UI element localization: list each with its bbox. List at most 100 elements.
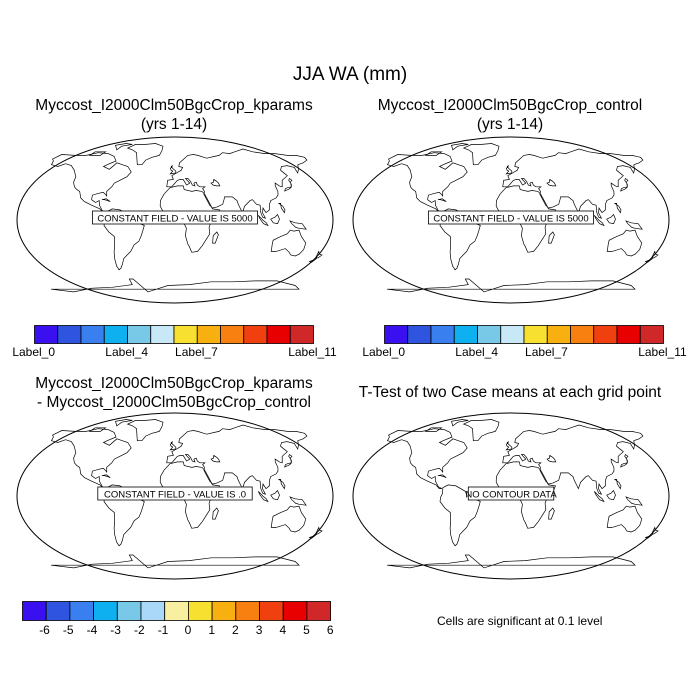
coastline xyxy=(289,220,307,230)
coastline xyxy=(386,152,468,213)
world-map: CONSTANT FIELD - VALUE IS .0 xyxy=(16,412,334,580)
panel-title-bottom-left: Myccost_I2000Clm50BgcCrop_kparams - Mycc… xyxy=(14,374,334,412)
panel-title-line2: (yrs 1-14) xyxy=(476,116,544,133)
coastline xyxy=(257,215,269,227)
colorbar-swatch xyxy=(259,601,284,621)
colorbar-label: -3 xyxy=(110,623,121,637)
coastline xyxy=(437,474,447,478)
panel-title-bottom-right: T-Test of two Case means at each grid po… xyxy=(350,383,670,402)
coastline xyxy=(593,215,605,227)
colorbar-swatch xyxy=(384,325,409,344)
coastline xyxy=(115,419,133,427)
colorbar-swatch xyxy=(500,325,525,344)
coastline xyxy=(166,148,308,219)
colorbar-swatch xyxy=(266,325,291,344)
coastline xyxy=(277,203,286,214)
colorbar-label: 3 xyxy=(255,623,263,637)
colorbar-label: -1 xyxy=(157,623,169,637)
colorbar-swatch xyxy=(220,325,245,344)
coastline xyxy=(257,491,269,503)
coastline xyxy=(424,427,443,432)
message-text: CONSTANT FIELD - VALUE IS 5000 xyxy=(97,214,252,225)
coastline xyxy=(386,428,468,489)
colorbar-label: 1 xyxy=(208,623,216,637)
coastline xyxy=(505,165,513,175)
colorbar-label: Label_4 xyxy=(105,345,149,359)
coastline xyxy=(546,454,557,463)
map-border xyxy=(352,136,670,304)
coastline xyxy=(270,505,307,533)
coastline xyxy=(270,489,280,501)
coastline xyxy=(169,441,177,451)
page-title: JJA WA (mm) xyxy=(292,64,408,85)
colorbar-swatch xyxy=(235,601,260,621)
coastline xyxy=(115,143,133,151)
colorbar-swatch xyxy=(211,601,237,621)
panel-title-line2: - Myccost_I2000Clm50BgcCrop_control xyxy=(37,394,311,411)
coastline xyxy=(437,198,447,202)
colorbar-swatch xyxy=(103,325,128,344)
colorbar-swatch xyxy=(140,601,166,621)
colorbar-swatch xyxy=(570,325,595,344)
map-border xyxy=(16,412,334,580)
coastline xyxy=(50,554,300,569)
colorbar-label: Label_7 xyxy=(175,345,218,359)
colorbar-label: 5 xyxy=(303,623,310,637)
coastline xyxy=(606,489,616,501)
colorbar-label: 2 xyxy=(232,623,239,637)
map-top-right: CONSTANT FIELD - VALUE IS 5000 xyxy=(350,134,672,311)
coastline xyxy=(548,231,555,244)
coastline xyxy=(166,424,308,495)
colorbar-label: -2 xyxy=(134,623,145,637)
coastline xyxy=(593,491,605,503)
colorbar-swatch xyxy=(593,325,618,344)
message-box xyxy=(97,486,253,501)
colorbar-label: -6 xyxy=(39,623,50,637)
coastline xyxy=(270,213,280,225)
colorbar-swatch xyxy=(546,325,571,344)
colorbar-label: 4 xyxy=(279,623,287,637)
coastline xyxy=(502,424,644,495)
coastline xyxy=(451,419,469,427)
coastline xyxy=(212,231,219,244)
colorbar-label: -4 xyxy=(86,623,98,637)
colorbar-boxes xyxy=(34,325,314,344)
coastline xyxy=(620,453,629,468)
map-border xyxy=(352,412,670,580)
panel-title-line1: Myccost_I2000Clm50BgcCrop_kparams xyxy=(35,375,313,392)
colorbar-boxes xyxy=(22,601,331,621)
colorbar-top-left: Label_0 Label_4 Label_7 Label_11 xyxy=(12,325,337,363)
coastline xyxy=(548,507,555,520)
coastline xyxy=(88,151,107,156)
message-box xyxy=(467,486,555,501)
colorbar-swatch xyxy=(45,601,71,621)
coastline xyxy=(210,454,221,463)
colorbar-swatch xyxy=(639,325,664,344)
coastline xyxy=(50,152,132,213)
coastline xyxy=(50,278,300,293)
coastline xyxy=(606,505,643,533)
panel-title-line1: Myccost_I2000Clm50BgcCrop_control xyxy=(377,97,643,114)
coastline xyxy=(386,278,636,293)
coastline xyxy=(505,441,513,451)
coastline xyxy=(451,143,469,151)
colorbar-swatch xyxy=(407,325,432,344)
panel-title-line1: T-Test of two Case means at each grid po… xyxy=(358,384,662,401)
colorbar-swatch xyxy=(289,325,314,344)
coastline xyxy=(270,229,307,257)
colorbar-swatch xyxy=(453,325,478,344)
coastline xyxy=(625,496,643,506)
colorbar-label: 6 xyxy=(326,623,334,637)
colorbar-swatch xyxy=(243,325,268,344)
colorbar-swatch xyxy=(93,601,118,621)
coastline xyxy=(212,507,219,520)
colorbar-swatch xyxy=(57,325,82,344)
colorbar-swatch xyxy=(196,325,221,344)
colorbar-swatch xyxy=(616,325,641,344)
coastline xyxy=(424,151,443,156)
message-text: NO CONTOUR DATA xyxy=(465,490,557,501)
map-bottom-right: NO CONTOUR DATA xyxy=(350,410,672,587)
coastline xyxy=(50,428,132,489)
coastline xyxy=(126,143,164,166)
colorbar-swatch xyxy=(150,325,175,344)
